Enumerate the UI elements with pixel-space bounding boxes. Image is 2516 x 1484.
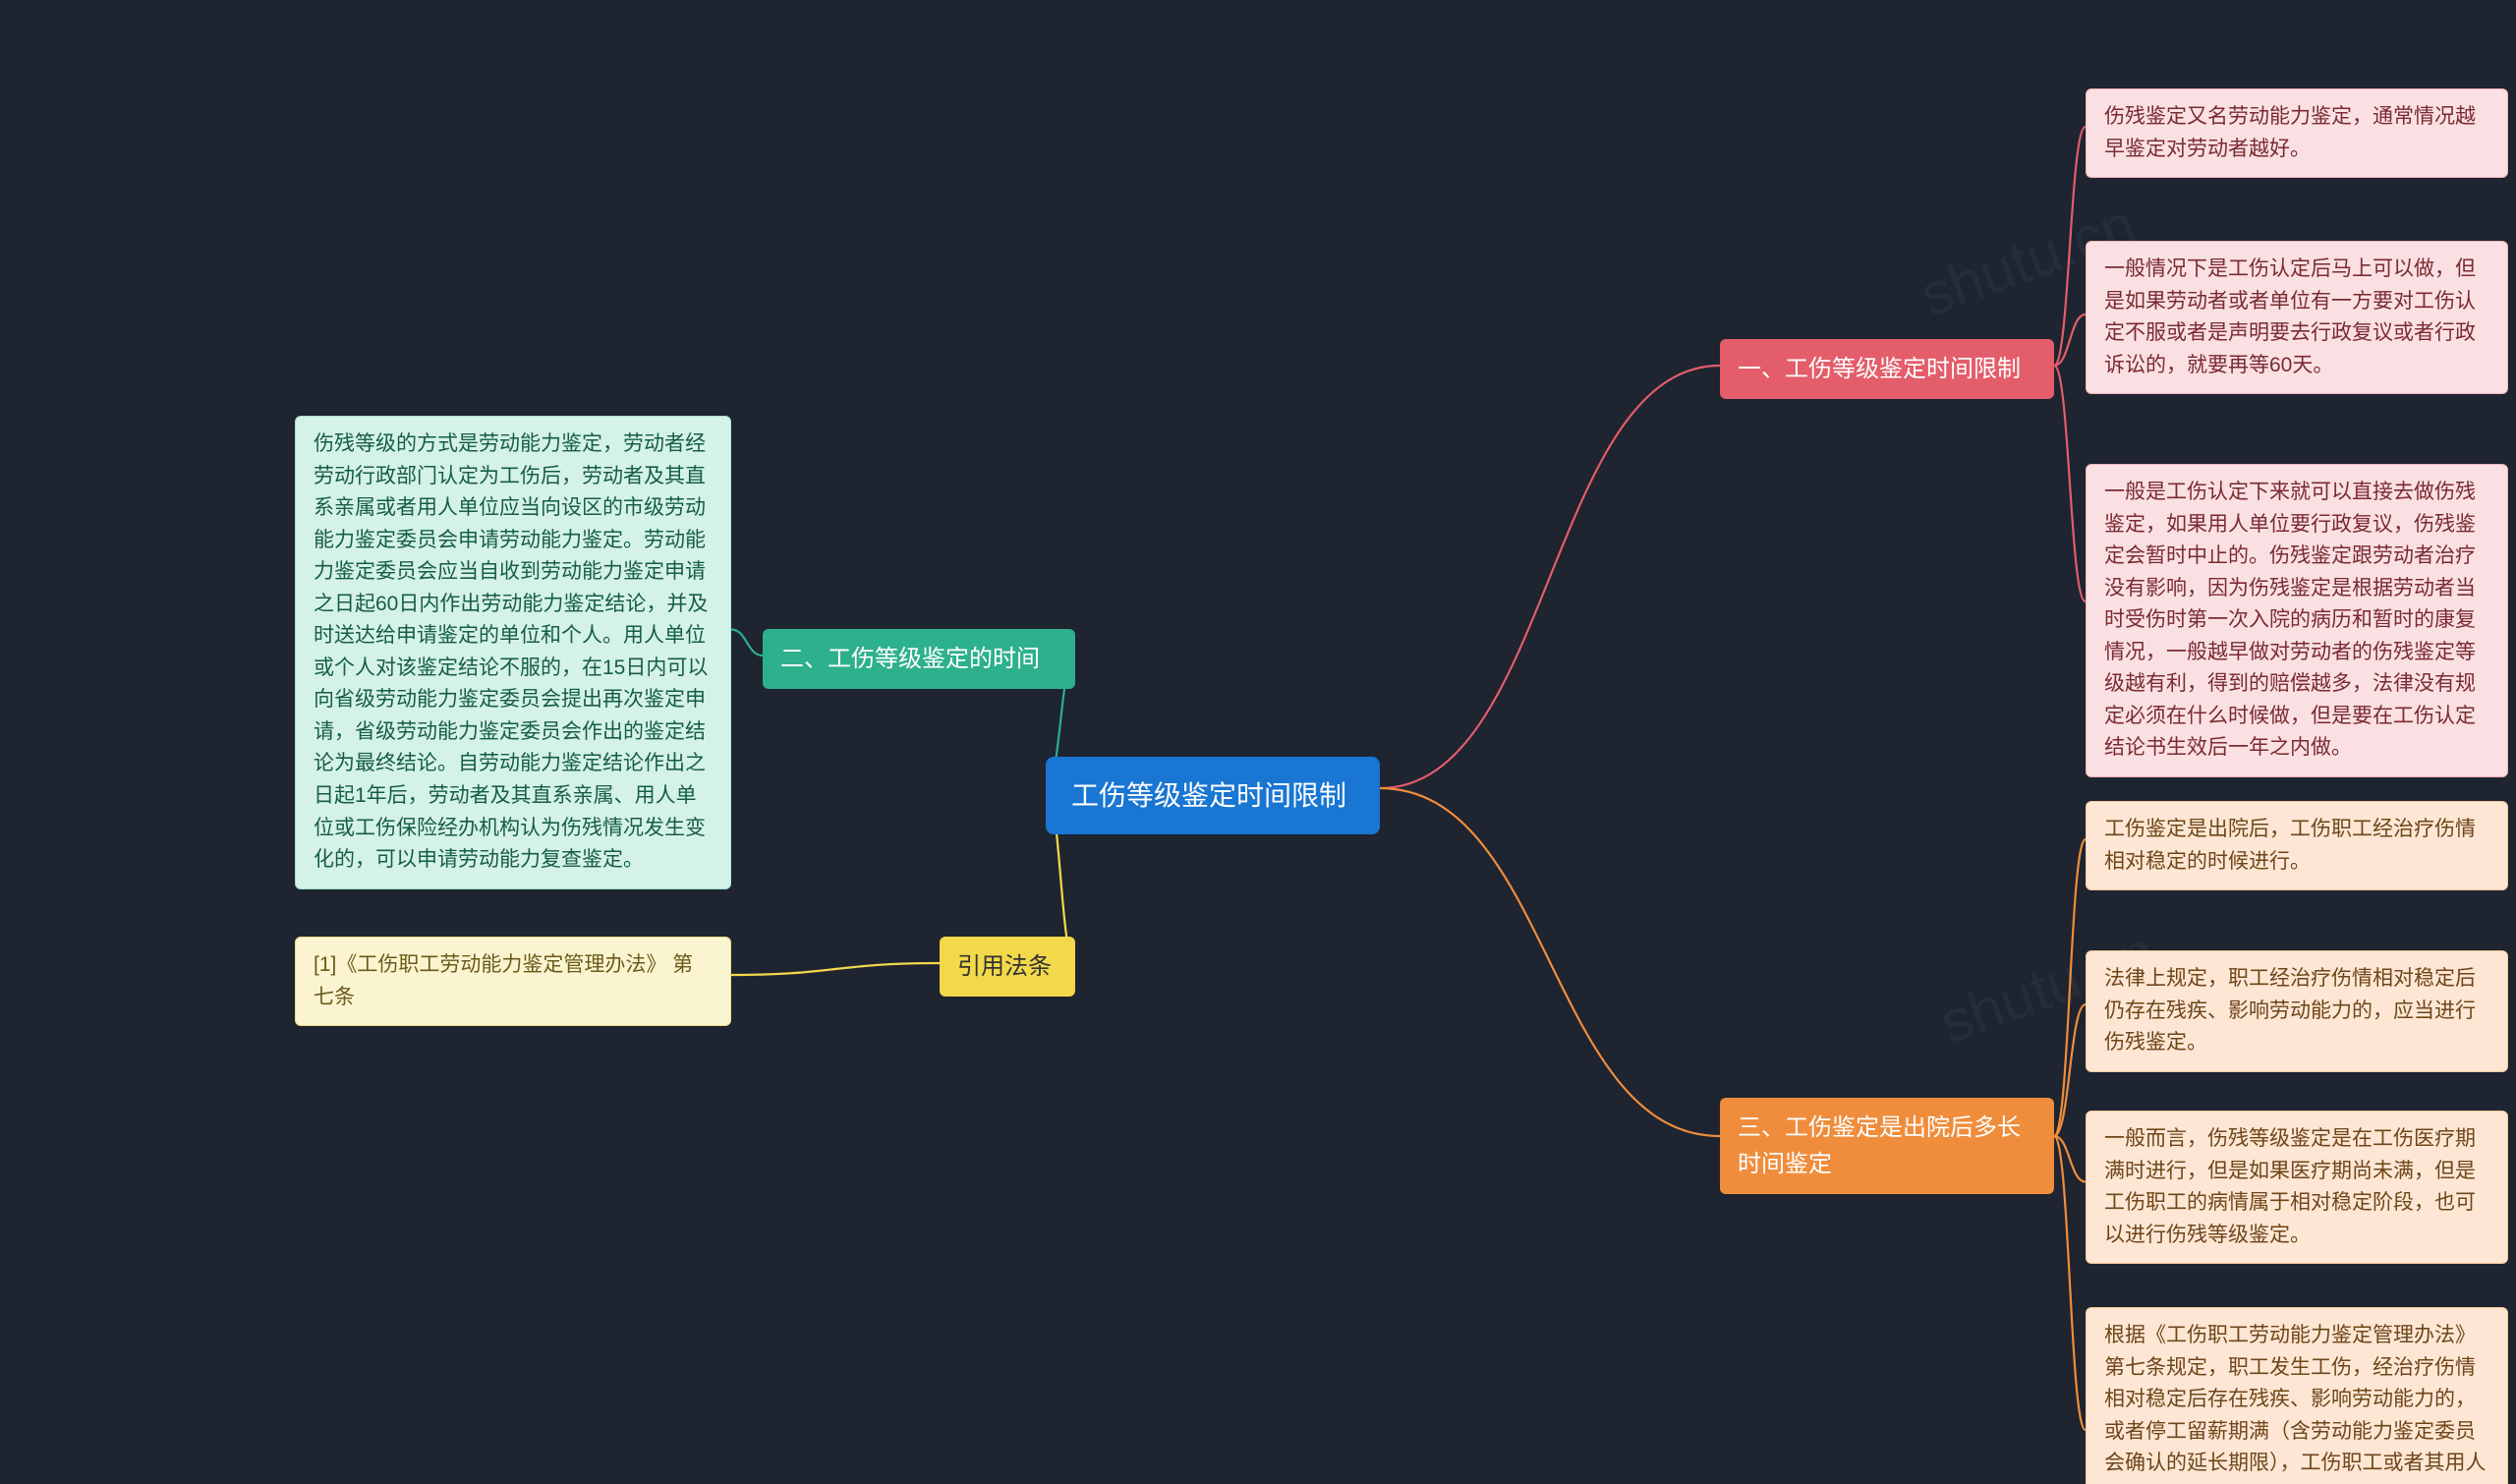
leaf-b3-0: 工伤鉴定是出院后，工伤职工经治疗伤情相对稳定的时候进行。 bbox=[2086, 801, 2508, 890]
leaf-b3-2: 一般而言，伤残等级鉴定是在工伤医疗期满时进行，但是如果医疗期尚未满，但是工伤职工… bbox=[2086, 1111, 2508, 1264]
leaf-b1-1: 一般情况下是工伤认定后马上可以做，但是如果劳动者或者单位有一方要对工伤认定不服或… bbox=[2086, 241, 2508, 394]
branch-1-time-limit[interactable]: 一、工伤等级鉴定时间限制 bbox=[1720, 339, 2054, 399]
leaf-b3-1: 法律上规定，职工经治疗伤情相对稳定后仍存在残疾、影响劳动能力的，应当进行伤残鉴定… bbox=[2086, 950, 2508, 1072]
leaf-b1-0: 伤残鉴定又名劳动能力鉴定，通常情况越早鉴定对劳动者越好。 bbox=[2086, 88, 2508, 178]
leaf-b2-0: 伤残等级的方式是劳动能力鉴定，劳动者经劳动行政部门认定为工伤后，劳动者及其直系亲… bbox=[295, 416, 731, 889]
leaf-b1-2: 一般是工伤认定下来就可以直接去做伤残鉴定，如果用人单位要行政复议，伤残鉴定会暂时… bbox=[2086, 464, 2508, 777]
branch-2-appraisal-time[interactable]: 二、工伤等级鉴定的时间 bbox=[763, 629, 1075, 689]
root-node[interactable]: 工伤等级鉴定时间限制 bbox=[1046, 757, 1380, 834]
leaf-b4-0: [1]《工伤职工劳动能力鉴定管理办法》 第七条 bbox=[295, 937, 731, 1026]
branch-3-after-discharge[interactable]: 三、工伤鉴定是出院后多长时间鉴定 bbox=[1720, 1098, 2054, 1194]
branch-4-citations[interactable]: 引用法条 bbox=[940, 937, 1075, 997]
leaf-b3-3: 根据《工伤职工劳动能力鉴定管理办法》第七条规定，职工发生工伤，经治疗伤情相对稳定… bbox=[2086, 1307, 2508, 1484]
